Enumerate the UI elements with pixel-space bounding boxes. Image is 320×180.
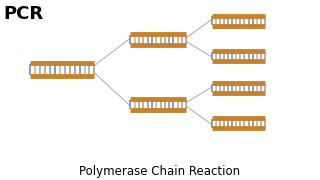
Text: Polymerase Chain Reaction: Polymerase Chain Reaction [79,165,241,178]
Text: PCR: PCR [3,5,43,23]
